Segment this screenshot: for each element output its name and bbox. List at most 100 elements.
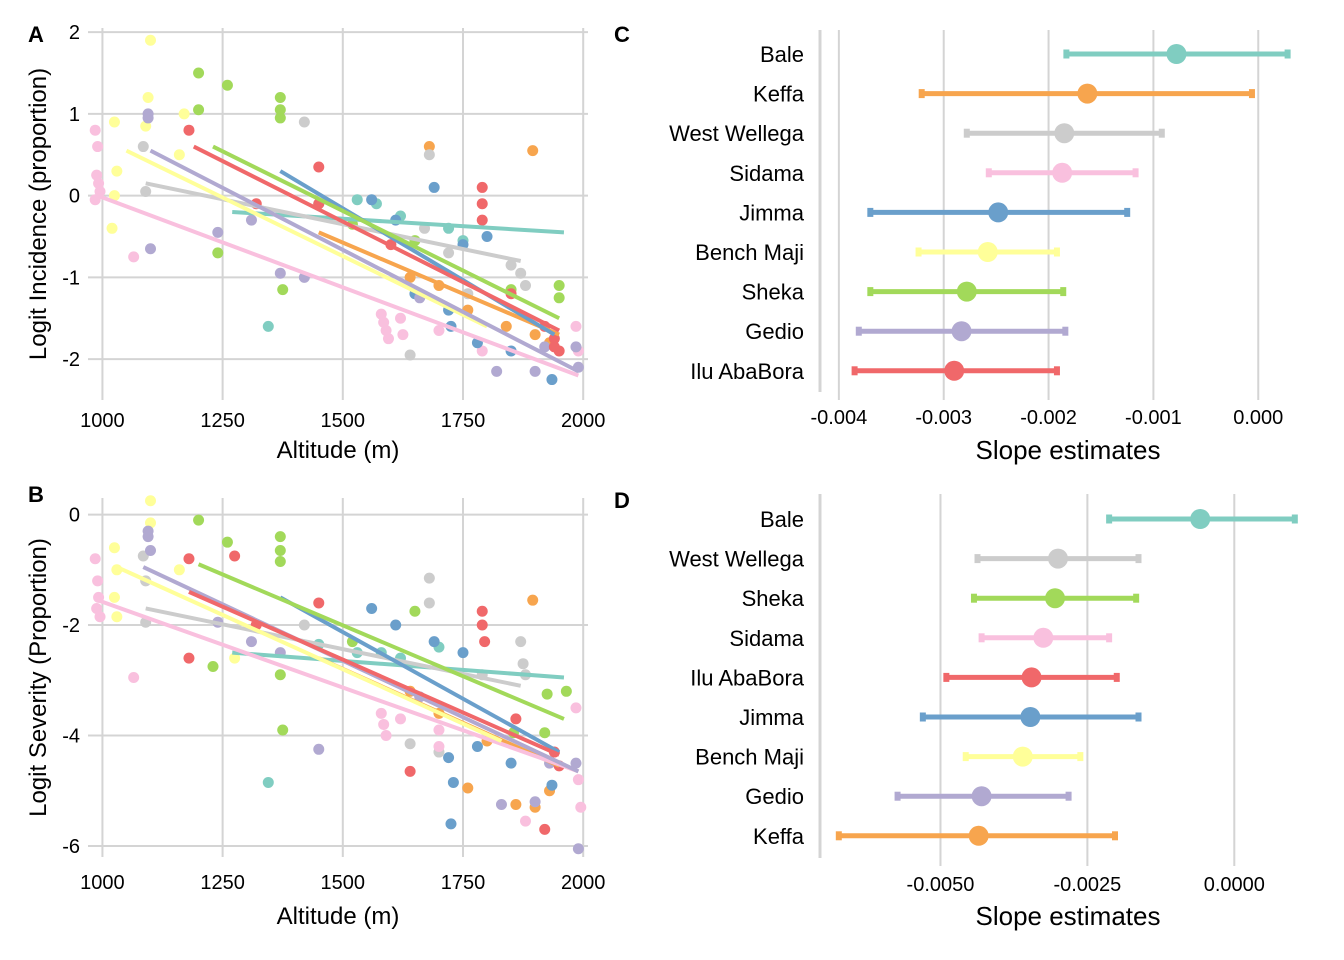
category-label-west-wellega: West Wellega xyxy=(669,121,805,146)
x-tick-label: 1500 xyxy=(321,872,366,894)
scatter-point-sheka xyxy=(560,685,572,697)
scatter-point-sidama xyxy=(572,774,584,786)
scatter-point-sidama xyxy=(397,329,409,341)
scatter-point-gedio xyxy=(142,531,154,543)
scatter-point-gedio xyxy=(212,226,224,238)
x-tick-label: 0.0000 xyxy=(1204,874,1265,896)
scatter-point-sidama xyxy=(476,345,488,357)
scatter-point-gedio xyxy=(539,341,551,353)
scatter-point-sidama xyxy=(128,672,140,683)
scatter-point-jimma xyxy=(505,757,517,769)
scatter-point-sidama xyxy=(89,553,101,565)
scatter-point-bale xyxy=(262,320,274,332)
scatter-point-west-wellega xyxy=(137,141,149,153)
scatter-point-west-wellega xyxy=(515,636,527,648)
estimate-point-sidama xyxy=(1052,162,1073,183)
category-label-keffa: Keffa xyxy=(753,82,805,107)
scatter-point-sheka xyxy=(274,104,286,116)
scatter-point-sidama xyxy=(378,718,390,730)
scatter-point-sidama xyxy=(575,801,587,813)
scatter-point-gedio xyxy=(491,365,503,377)
x-tick-label: 1000 xyxy=(80,872,125,894)
panel-c-incidence-slopes: -0.004 -0.003 -0.002 -0.001 0.000 Bale Keffa We… xyxy=(614,22,1291,465)
scatter-point-ilu-ababora xyxy=(476,605,488,617)
scatter-point-bench-maji xyxy=(173,149,185,161)
fit-line-sidama xyxy=(96,598,580,774)
category-label-gedio: Gedio xyxy=(745,784,804,809)
fit-line-sheka xyxy=(212,144,561,321)
scatter-point-ilu-ababora xyxy=(183,652,195,664)
scatter-point-west-wellega xyxy=(505,259,517,271)
estimate-point-jimma xyxy=(1020,707,1041,727)
scatter-point-ilu-ababora xyxy=(510,713,522,725)
scatter-point-jimma xyxy=(390,619,402,631)
scatter-point-west-wellega xyxy=(404,349,416,361)
scatter-point-keffa xyxy=(527,594,539,606)
scatter-point-bench-maji xyxy=(108,591,120,603)
scatter-point-jimma xyxy=(366,194,378,206)
estimate-point-gedio xyxy=(951,321,972,342)
scatter-point-bench-maji xyxy=(145,517,156,529)
scatter-point-sheka xyxy=(277,284,289,296)
scatter-point-sidama xyxy=(433,325,445,337)
scatter-point-gedio xyxy=(142,112,154,124)
scatter-point-ilu-ababora xyxy=(476,198,488,210)
estimate-point-ilu-ababora xyxy=(1021,667,1042,688)
scatter-point-bench-maji xyxy=(108,116,120,128)
scatter-point-west-wellega xyxy=(140,186,152,198)
panel-label: D xyxy=(614,488,630,513)
category-label-ilu-ababora: Ilu AbaBora xyxy=(690,665,805,690)
scatter-point-bench-maji xyxy=(108,542,120,554)
scatter-point-west-wellega xyxy=(423,597,435,609)
scatter-point-west-wellega xyxy=(443,247,455,259)
estimate-point-sidama xyxy=(1033,627,1054,648)
scatter-point-jimma xyxy=(457,647,469,659)
panel-label: C xyxy=(614,22,630,47)
scatter-point-jimma xyxy=(445,818,457,830)
scatter-point-gedio xyxy=(274,267,286,279)
panel-label: A xyxy=(28,22,44,47)
scatter-point-sidama xyxy=(91,602,103,614)
category-label-bench-maji: Bench Maji xyxy=(695,745,804,770)
scatter-point-sheka xyxy=(274,112,286,124)
y-tick-label: -2 xyxy=(62,615,80,637)
scatter-point-bale xyxy=(351,194,363,206)
fit-line-bench-maji xyxy=(125,148,488,329)
scatter-point-sidama xyxy=(92,141,104,153)
scatter-point-sidama xyxy=(433,741,445,753)
fit-line-ilu-ababora xyxy=(192,144,561,333)
scatter-point-gedio xyxy=(529,365,541,377)
scatter-point-sidama xyxy=(375,707,387,719)
x-tick-label: 2000 xyxy=(561,872,606,894)
estimate-point-bale xyxy=(1190,509,1211,529)
scatter-point-ilu-ababora xyxy=(553,345,565,357)
scatter-point-sheka xyxy=(212,247,224,259)
panel-label: B xyxy=(28,482,44,507)
scatter-point-sheka xyxy=(409,605,421,617)
scatter-point-ilu-ababora xyxy=(539,823,551,835)
scatter-point-sheka xyxy=(274,544,286,556)
scatter-point-sheka xyxy=(193,514,205,526)
scatter-point-keffa xyxy=(510,799,522,811)
scatter-point-bench-maji xyxy=(111,165,123,177)
fit-line-jimma xyxy=(279,169,556,337)
x-axis-label: Altitude (m) xyxy=(277,903,400,930)
y-tick-label: 0 xyxy=(69,505,80,527)
estimate-point-bench-maji xyxy=(977,242,998,262)
y-tick-label: 1 xyxy=(69,104,80,126)
scatter-point-sheka xyxy=(274,91,286,103)
category-label-west-wellega: West Wellega xyxy=(669,547,805,572)
scatter-point-west-wellega xyxy=(517,658,529,670)
scatter-point-ilu-ababora xyxy=(183,553,195,565)
scatter-point-sheka xyxy=(274,556,286,568)
panel-b-severity-scatter: 1000 1250 1500 1750 2000 -6 -4 -2 0 Altitude (m) L… xyxy=(25,482,605,930)
scatter-point-gedio xyxy=(572,843,584,855)
scatter-point-ilu-ababora xyxy=(404,765,416,777)
scatter-point-sidama xyxy=(94,186,106,198)
x-tick-label: 1250 xyxy=(200,410,245,432)
scatter-point-bale xyxy=(262,776,274,788)
scatter-point-bench-maji xyxy=(178,108,190,120)
x-tick-label: 1000 xyxy=(80,410,125,432)
scatter-point-sheka xyxy=(553,292,565,304)
scatter-point-west-wellega xyxy=(423,149,435,161)
